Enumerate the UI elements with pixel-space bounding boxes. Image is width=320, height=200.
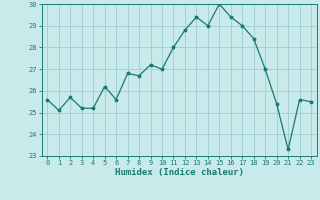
X-axis label: Humidex (Indice chaleur): Humidex (Indice chaleur) [115,168,244,177]
